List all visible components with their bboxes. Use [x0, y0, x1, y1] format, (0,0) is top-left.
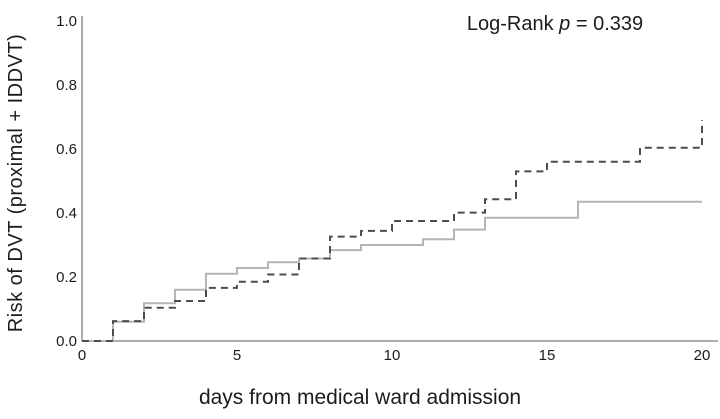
x-tick-label: 0 — [78, 347, 86, 364]
log-rank-annotation: Log-Rank p = 0.339 — [467, 13, 643, 35]
dashed-series-line — [82, 120, 703, 342]
y-tick-label: 0.8 — [56, 77, 77, 94]
x-tick-label: 20 — [694, 347, 711, 364]
log-rank-p-symbol: p — [558, 13, 570, 35]
solid-series-line — [82, 200, 702, 342]
y-axis-title: Risk of DVT (proximal + IDDVT) — [5, 34, 27, 333]
x-tick-label: 5 — [233, 347, 241, 364]
log-rank-annotation-value: = 0.339 — [570, 13, 643, 35]
x-tick-label: 10 — [384, 347, 401, 364]
log-rank-annotation-prefix: Log-Rank — [467, 13, 559, 35]
y-tick-label: 0.4 — [56, 205, 77, 222]
y-tick-label: 1.0 — [56, 13, 77, 30]
x-axis-title: days from medical ward admission — [199, 386, 521, 409]
y-tick-label: 0.0 — [56, 333, 77, 350]
x-tick-label: 15 — [539, 347, 556, 364]
y-tick-label: 0.2 — [56, 269, 77, 286]
y-tick-label: 0.6 — [56, 141, 77, 158]
